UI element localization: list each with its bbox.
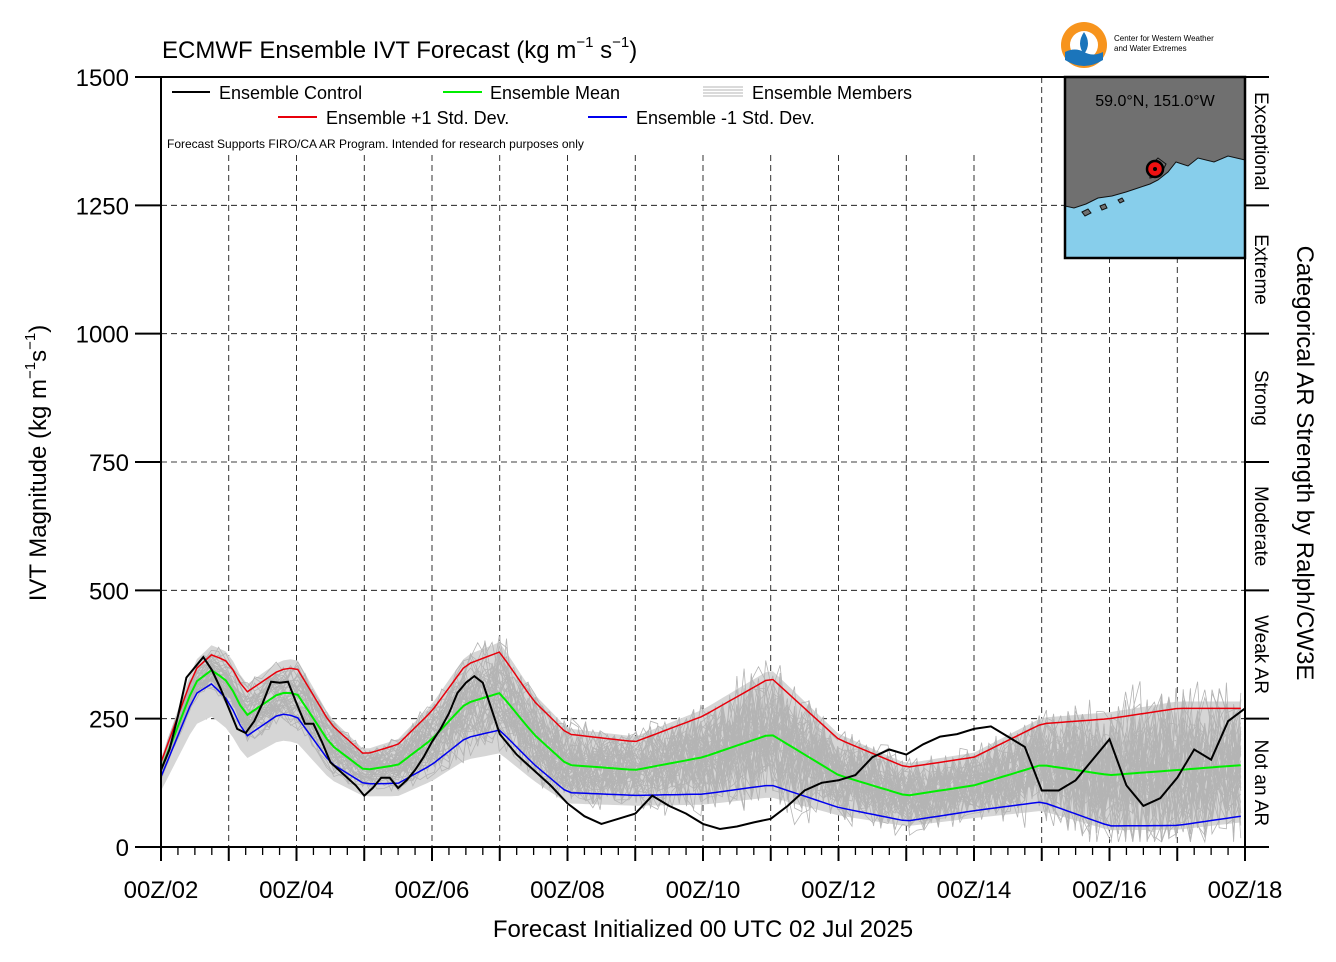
category-label: Extreme bbox=[1250, 234, 1271, 305]
plot-area bbox=[160, 635, 1246, 844]
ensemble-mean-line bbox=[160, 668, 1241, 797]
ensemble-member-line bbox=[160, 661, 1242, 816]
ensemble-member-line bbox=[160, 666, 1242, 826]
x-tick-label: 00Z/16 bbox=[1072, 877, 1147, 904]
ensemble-member-line bbox=[160, 654, 1242, 842]
y-tick-label: 1500 bbox=[76, 65, 129, 92]
ensemble-member-line bbox=[160, 653, 1242, 844]
x-tick-label: 00Z/18 bbox=[1208, 877, 1283, 904]
location-map-inset: 59.0°N, 151.0°W bbox=[1063, 75, 1247, 260]
legend-label-minus-std: Ensemble -1 Std. Dev. bbox=[636, 108, 815, 128]
category-label: Strong bbox=[1250, 370, 1271, 426]
x-tick-label: 00Z/02 bbox=[124, 877, 199, 904]
x-axis-label: Forecast Initialized 00 UTC 02 Jul 2025 bbox=[493, 916, 913, 943]
y-tick-label: 1250 bbox=[76, 193, 129, 220]
category-label: Moderate bbox=[1250, 486, 1271, 566]
legend-label-members: Ensemble Members bbox=[752, 83, 912, 103]
legend-label-control: Ensemble Control bbox=[219, 83, 362, 103]
x-tick-label: 00Z/06 bbox=[395, 877, 470, 904]
legend: Ensemble Control Ensemble Mean Ensemble … bbox=[167, 83, 912, 151]
ensemble-control-line bbox=[160, 655, 1246, 831]
chart-title: ECMWF Ensemble IVT Forecast (kg m−1 s−1) bbox=[162, 34, 637, 64]
plus-std-line bbox=[160, 651, 1241, 768]
right-axis-label: Categorical AR Strength by Ralph/CW3E bbox=[1291, 246, 1318, 681]
logo-text-line2: and Water Extremes bbox=[1114, 44, 1187, 53]
logo-drop-icon bbox=[1080, 32, 1088, 54]
x-tick-label: 00Z/04 bbox=[259, 877, 334, 904]
ensemble-member-line bbox=[160, 672, 1242, 820]
axes-frame bbox=[135, 76, 1269, 861]
y-tick-label: 250 bbox=[89, 707, 129, 734]
x-tick-label: 00Z/14 bbox=[937, 877, 1012, 904]
x-tick-label: 00Z/08 bbox=[530, 877, 605, 904]
category-label: Exceptional bbox=[1250, 92, 1271, 190]
legend-swatch-members bbox=[703, 86, 743, 97]
minus-std-line bbox=[160, 683, 1241, 827]
y-tick-label: 1000 bbox=[76, 322, 129, 349]
logo-text-line1: Center for Western Weather bbox=[1114, 34, 1214, 43]
ensemble-member-line bbox=[160, 679, 1242, 822]
ensemble-member-line bbox=[160, 661, 1242, 838]
ensemble-member-line bbox=[160, 660, 1242, 842]
map-location-label: 59.0°N, 151.0°W bbox=[1095, 93, 1215, 110]
x-tick-labels: 00Z/02 00Z/04 00Z/06 00Z/08 00Z/10 00Z/12 00Z/… bbox=[124, 877, 1283, 904]
right-category-labels: Not an AR Weak AR Moderate Strong Extreme Exc… bbox=[1250, 92, 1271, 826]
x-tick-label: 00Z/12 bbox=[801, 877, 876, 904]
ensemble-member-line bbox=[160, 665, 1242, 821]
cw3e-logo: Center for Western Weather and Water Ext… bbox=[1061, 22, 1214, 68]
x-tick-label: 00Z/10 bbox=[666, 877, 741, 904]
disclaimer-text: Forecast Supports FIRO/CA AR Program. In… bbox=[167, 137, 584, 151]
ensemble-member-line bbox=[160, 677, 1241, 836]
legend-label-mean: Ensemble Mean bbox=[490, 83, 620, 103]
y-tick-label: 0 bbox=[116, 835, 129, 862]
y-tick-label: 500 bbox=[89, 578, 129, 605]
ensemble-member-line bbox=[160, 656, 1242, 841]
y-tick-label: 750 bbox=[89, 450, 129, 477]
category-label: Weak AR bbox=[1250, 615, 1271, 694]
y-tick-labels: 0 250 500 750 1000 1250 1500 bbox=[76, 65, 129, 862]
category-label: Not an AR bbox=[1250, 740, 1271, 827]
legend-label-plus-std: Ensemble +1 Std. Dev. bbox=[326, 108, 509, 128]
ensemble-member-line bbox=[160, 642, 1242, 838]
ensemble-member-line bbox=[160, 668, 1242, 810]
ensemble-member-line bbox=[160, 661, 1242, 840]
y-axis-label: IVT Magnitude (kg m−1s−1) bbox=[22, 325, 52, 602]
